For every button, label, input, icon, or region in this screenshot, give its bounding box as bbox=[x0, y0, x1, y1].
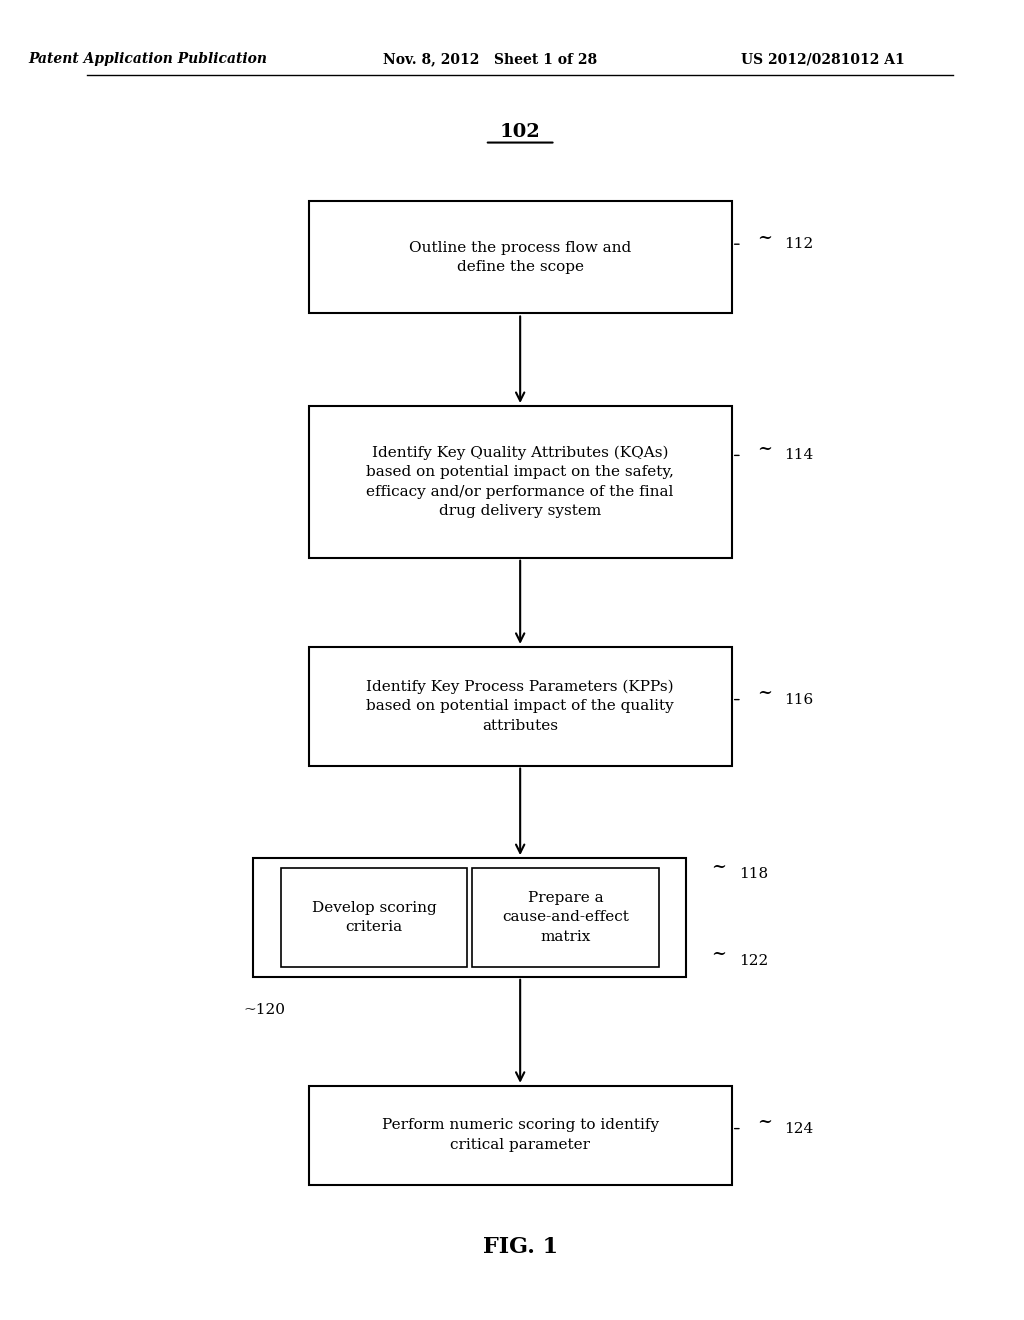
Text: 112: 112 bbox=[784, 238, 813, 251]
Text: ~: ~ bbox=[712, 858, 727, 876]
Text: 116: 116 bbox=[784, 693, 813, 706]
Text: US 2012/0281012 A1: US 2012/0281012 A1 bbox=[740, 53, 904, 66]
Text: Identify Key Process Parameters (KPPs)
based on potential impact of the quality
: Identify Key Process Parameters (KPPs) b… bbox=[367, 680, 674, 733]
FancyBboxPatch shape bbox=[308, 1085, 732, 1185]
Text: 124: 124 bbox=[784, 1122, 813, 1135]
Text: ~: ~ bbox=[757, 684, 772, 702]
Text: 118: 118 bbox=[739, 867, 768, 880]
Text: 114: 114 bbox=[784, 449, 813, 462]
Text: Patent Application Publication: Patent Application Publication bbox=[28, 53, 267, 66]
Text: Prepare a
cause-and-effect
matrix: Prepare a cause-and-effect matrix bbox=[502, 891, 629, 944]
Text: Outline the process flow and
define the scope: Outline the process flow and define the … bbox=[409, 240, 631, 275]
Text: 102: 102 bbox=[500, 123, 541, 141]
FancyBboxPatch shape bbox=[281, 869, 467, 966]
Text: ~120: ~120 bbox=[243, 1003, 285, 1016]
FancyBboxPatch shape bbox=[253, 858, 686, 977]
FancyBboxPatch shape bbox=[308, 647, 732, 766]
FancyBboxPatch shape bbox=[308, 201, 732, 313]
Text: FIG. 1: FIG. 1 bbox=[482, 1237, 558, 1258]
FancyBboxPatch shape bbox=[472, 869, 658, 966]
Text: Identify Key Quality Attributes (KQAs)
based on potential impact on the safety,
: Identify Key Quality Attributes (KQAs) b… bbox=[367, 445, 674, 519]
Text: ~: ~ bbox=[712, 945, 727, 964]
Text: Perform numeric scoring to identify
critical parameter: Perform numeric scoring to identify crit… bbox=[382, 1118, 658, 1152]
Text: Nov. 8, 2012   Sheet 1 of 28: Nov. 8, 2012 Sheet 1 of 28 bbox=[383, 53, 597, 66]
Text: Develop scoring
criteria: Develop scoring criteria bbox=[311, 900, 436, 935]
Text: 122: 122 bbox=[739, 954, 768, 968]
Text: ~: ~ bbox=[757, 228, 772, 247]
FancyBboxPatch shape bbox=[308, 407, 732, 557]
Text: ~: ~ bbox=[757, 440, 772, 458]
Text: ~: ~ bbox=[757, 1113, 772, 1131]
